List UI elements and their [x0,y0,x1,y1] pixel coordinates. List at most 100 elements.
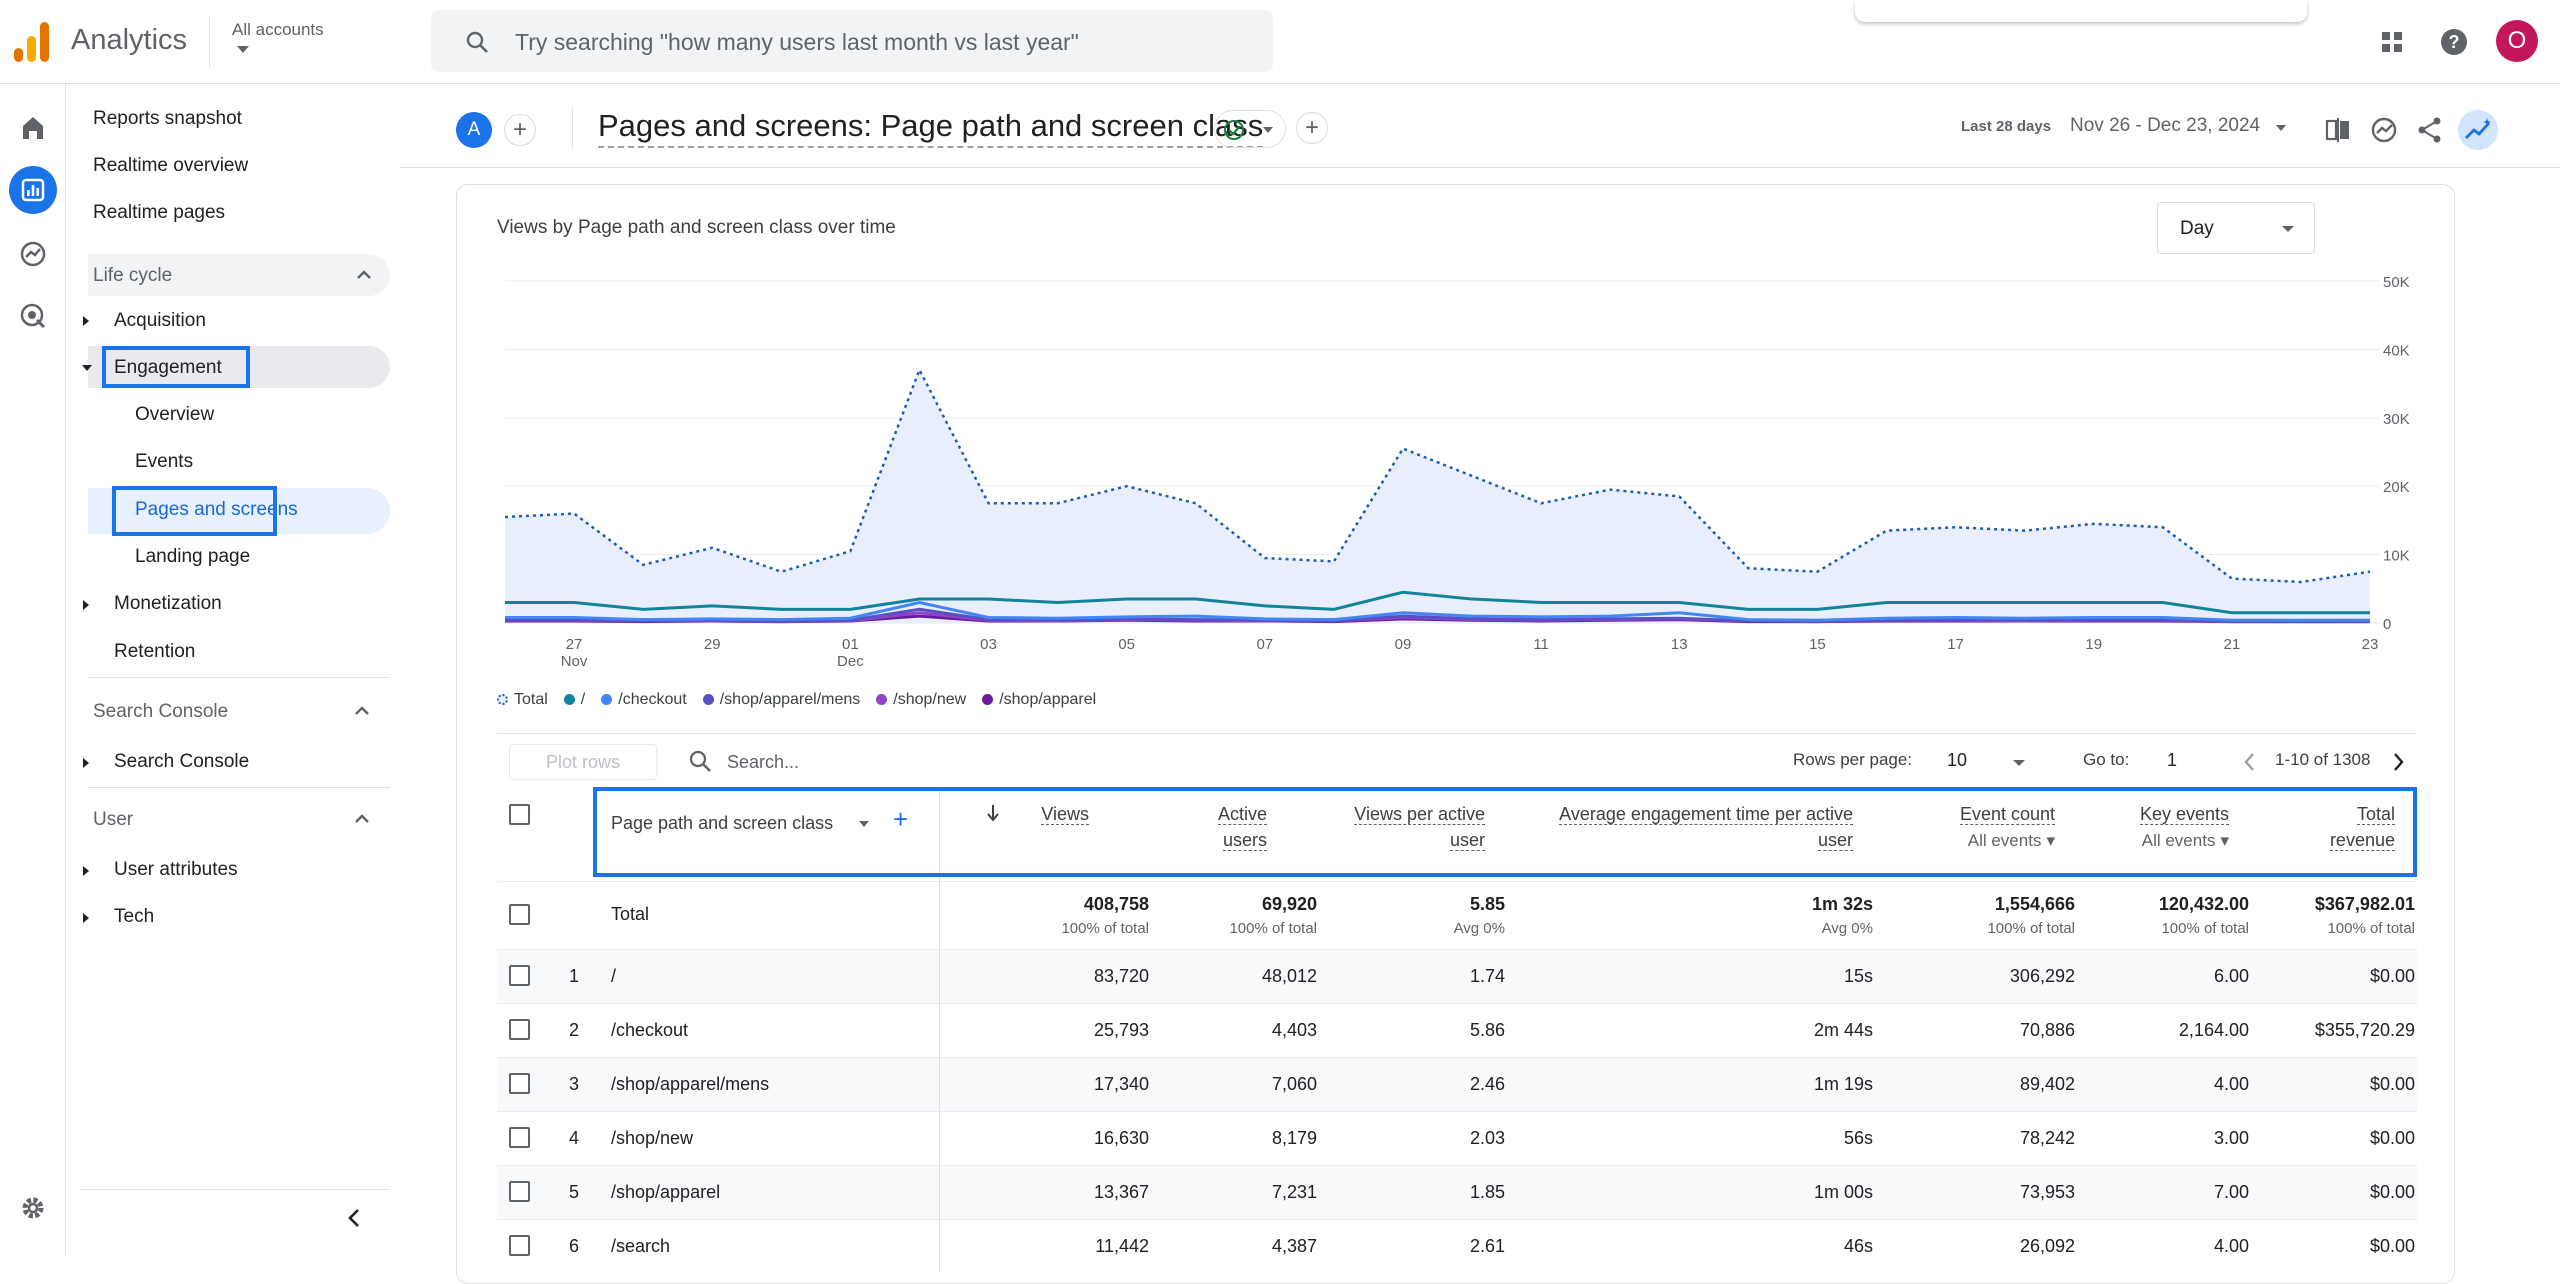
collapse-sidebar-icon[interactable] [346,1208,362,1228]
table-row[interactable]: 2/checkout 25,793 4,403 5.86 2m 44s 70,886 2,1… [497,1003,2417,1057]
sort-descending-icon[interactable] [985,803,1001,823]
page-path[interactable]: /shop/new [611,1128,694,1148]
legend-item[interactable]: /shop/apparel/mens [702,691,860,709]
expand-icon[interactable] [83,758,89,768]
total-share: 100% of total [1061,920,1149,937]
col-total-revenue[interactable]: Total revenue [2329,801,2395,853]
legend-item[interactable]: Total [497,691,548,709]
col-key-events[interactable]: Key events All events ▾ [2139,801,2229,854]
expand-icon[interactable] [83,316,89,326]
avatar[interactable]: O [2496,20,2538,62]
nav-search-console[interactable]: Search Console [114,751,250,772]
dimension-header[interactable]: Page path and screen class [611,813,834,833]
expand-icon[interactable] [83,913,89,923]
chevron-down-icon[interactable] [859,821,869,827]
nav-monetization[interactable]: Monetization [114,593,222,614]
chevron-down-icon[interactable]: ▾ [2220,831,2229,850]
rail-reports[interactable] [9,166,57,214]
prev-page-icon[interactable] [2241,751,2257,773]
date-preset[interactable]: Last 28 days [1961,118,2052,135]
table-row[interactable]: 4/shop/new 16,630 8,179 2.03 56s 78,242 3.00 $0… [497,1111,2417,1165]
nav-reports-snapshot[interactable]: Reports snapshot [93,108,242,129]
page-path[interactable]: /checkout [611,1020,689,1040]
row-checkbox[interactable] [509,1127,530,1148]
search-bar[interactable]: Try searching "how many users last month… [431,10,1273,72]
row-checkbox[interactable] [509,1181,530,1202]
row-checkbox[interactable] [509,1073,530,1094]
plot-rows-button[interactable]: Plot rows [509,744,657,780]
row-checkbox[interactable] [509,904,530,925]
goto-input[interactable]: 1 [2167,750,2178,770]
section-user[interactable]: User [88,798,388,840]
add-comparison-button[interactable]: + [504,114,536,146]
status-badge[interactable] [1214,110,1286,148]
expand-icon[interactable] [83,866,89,876]
col-views-per-user[interactable]: Views per active user [1354,801,1485,853]
sparkle-trend-icon [2465,118,2491,139]
chevron-down-icon[interactable] [2276,125,2286,131]
trend-insights-button[interactable] [2458,110,2498,150]
chevron-down-icon[interactable] [2013,760,2025,766]
row-checkbox[interactable] [509,1019,530,1040]
chevron-down-icon[interactable]: ▾ [2046,831,2055,850]
table-row[interactable]: 1 / 83,720 48,012 1.74 15s 306,292 6.00 $0.00 [497,949,2417,1003]
nav-landing-page[interactable]: Landing page [135,546,251,567]
comparison-chip[interactable]: A [456,112,492,148]
table-row[interactable]: 5/shop/apparel 13,367 7,231 1.85 1m 00s 73,95… [497,1165,2417,1219]
date-range[interactable]: Nov 26 - Dec 23, 2024 [2070,115,2261,136]
legend-item[interactable]: /shop/apparel [982,691,1096,709]
rail-advertising[interactable] [9,292,57,340]
row-checkbox[interactable] [509,965,530,986]
table-search-input[interactable]: Search... [727,752,800,772]
nav-engagement[interactable]: Engagement [114,357,222,378]
col-avg-engagement-time[interactable]: Average engagement time per active user [1559,801,1853,853]
section-life-cycle[interactable]: Life cycle [88,254,390,296]
collapse-icon[interactable] [82,365,92,371]
add-dimension-button[interactable]: + [893,804,909,834]
insights-icon[interactable] [2364,110,2404,150]
nav-events[interactable]: Events [135,451,194,472]
nav-user-attributes[interactable]: User attributes [114,859,238,880]
chevron-down-icon[interactable] [237,46,249,53]
table-row[interactable]: 3/shop/apparel/mens 17,340 7,060 2.46 1m 19s… [497,1057,2417,1111]
legend-item[interactable]: /checkout [601,691,687,709]
compare-icon[interactable] [2318,110,2358,150]
next-page-icon[interactable] [2391,751,2407,773]
nav-acquisition[interactable]: Acquisition [114,310,206,331]
page-title[interactable]: Pages and screens: Page path and screen … [598,108,1264,148]
page-path[interactable]: / [611,966,617,986]
event-filter[interactable]: All events [1967,831,2042,850]
help-icon[interactable]: ? [2434,22,2474,62]
event-filter[interactable]: All events [2141,831,2216,850]
page-path[interactable]: /shop/apparel/mens [611,1074,770,1094]
col-views[interactable]: Views [1041,801,1089,827]
nav-realtime-overview[interactable]: Realtime overview [93,155,249,176]
legend-item[interactable]: / [563,691,585,709]
nav-realtime-pages[interactable]: Realtime pages [93,202,226,223]
col-active-users[interactable]: Active users [1217,801,1267,853]
page-path[interactable]: /shop/apparel [611,1182,721,1202]
granularity-select[interactable]: Day [2157,202,2315,254]
customize-report-button[interactable]: + [1296,112,1328,144]
apps-grid-icon[interactable] [2372,22,2412,62]
rail-admin[interactable] [9,1184,57,1232]
rows-per-page-select[interactable]: 10 [1947,750,1968,770]
nav-tech[interactable]: Tech [114,906,155,927]
rail-home[interactable] [9,104,57,152]
col-event-count[interactable]: Event count All events ▾ [1959,801,2055,854]
expand-icon[interactable] [83,600,89,610]
nav-pages-and-screens[interactable]: Pages and screens [135,499,298,520]
section-search-console[interactable]: Search Console [88,690,388,732]
page-path[interactable]: /search [611,1236,671,1256]
select-all-checkbox[interactable] [509,804,530,825]
analytics-logo-icon[interactable] [14,22,50,62]
rail-explore[interactable] [9,230,57,278]
row-checkbox[interactable] [509,1235,530,1256]
nav-retention[interactable]: Retention [114,641,196,662]
legend-item[interactable]: /shop/new [876,691,966,709]
table-row[interactable]: 6/search 11,442 4,387 2.61 46s 26,092 4.00 $0.0… [497,1219,2417,1273]
search-input[interactable]: Try searching "how many users last month… [515,29,1079,55]
nav-overview[interactable]: Overview [135,404,215,425]
share-icon[interactable] [2410,110,2450,150]
account-selector-label[interactable]: All accounts [232,20,324,39]
